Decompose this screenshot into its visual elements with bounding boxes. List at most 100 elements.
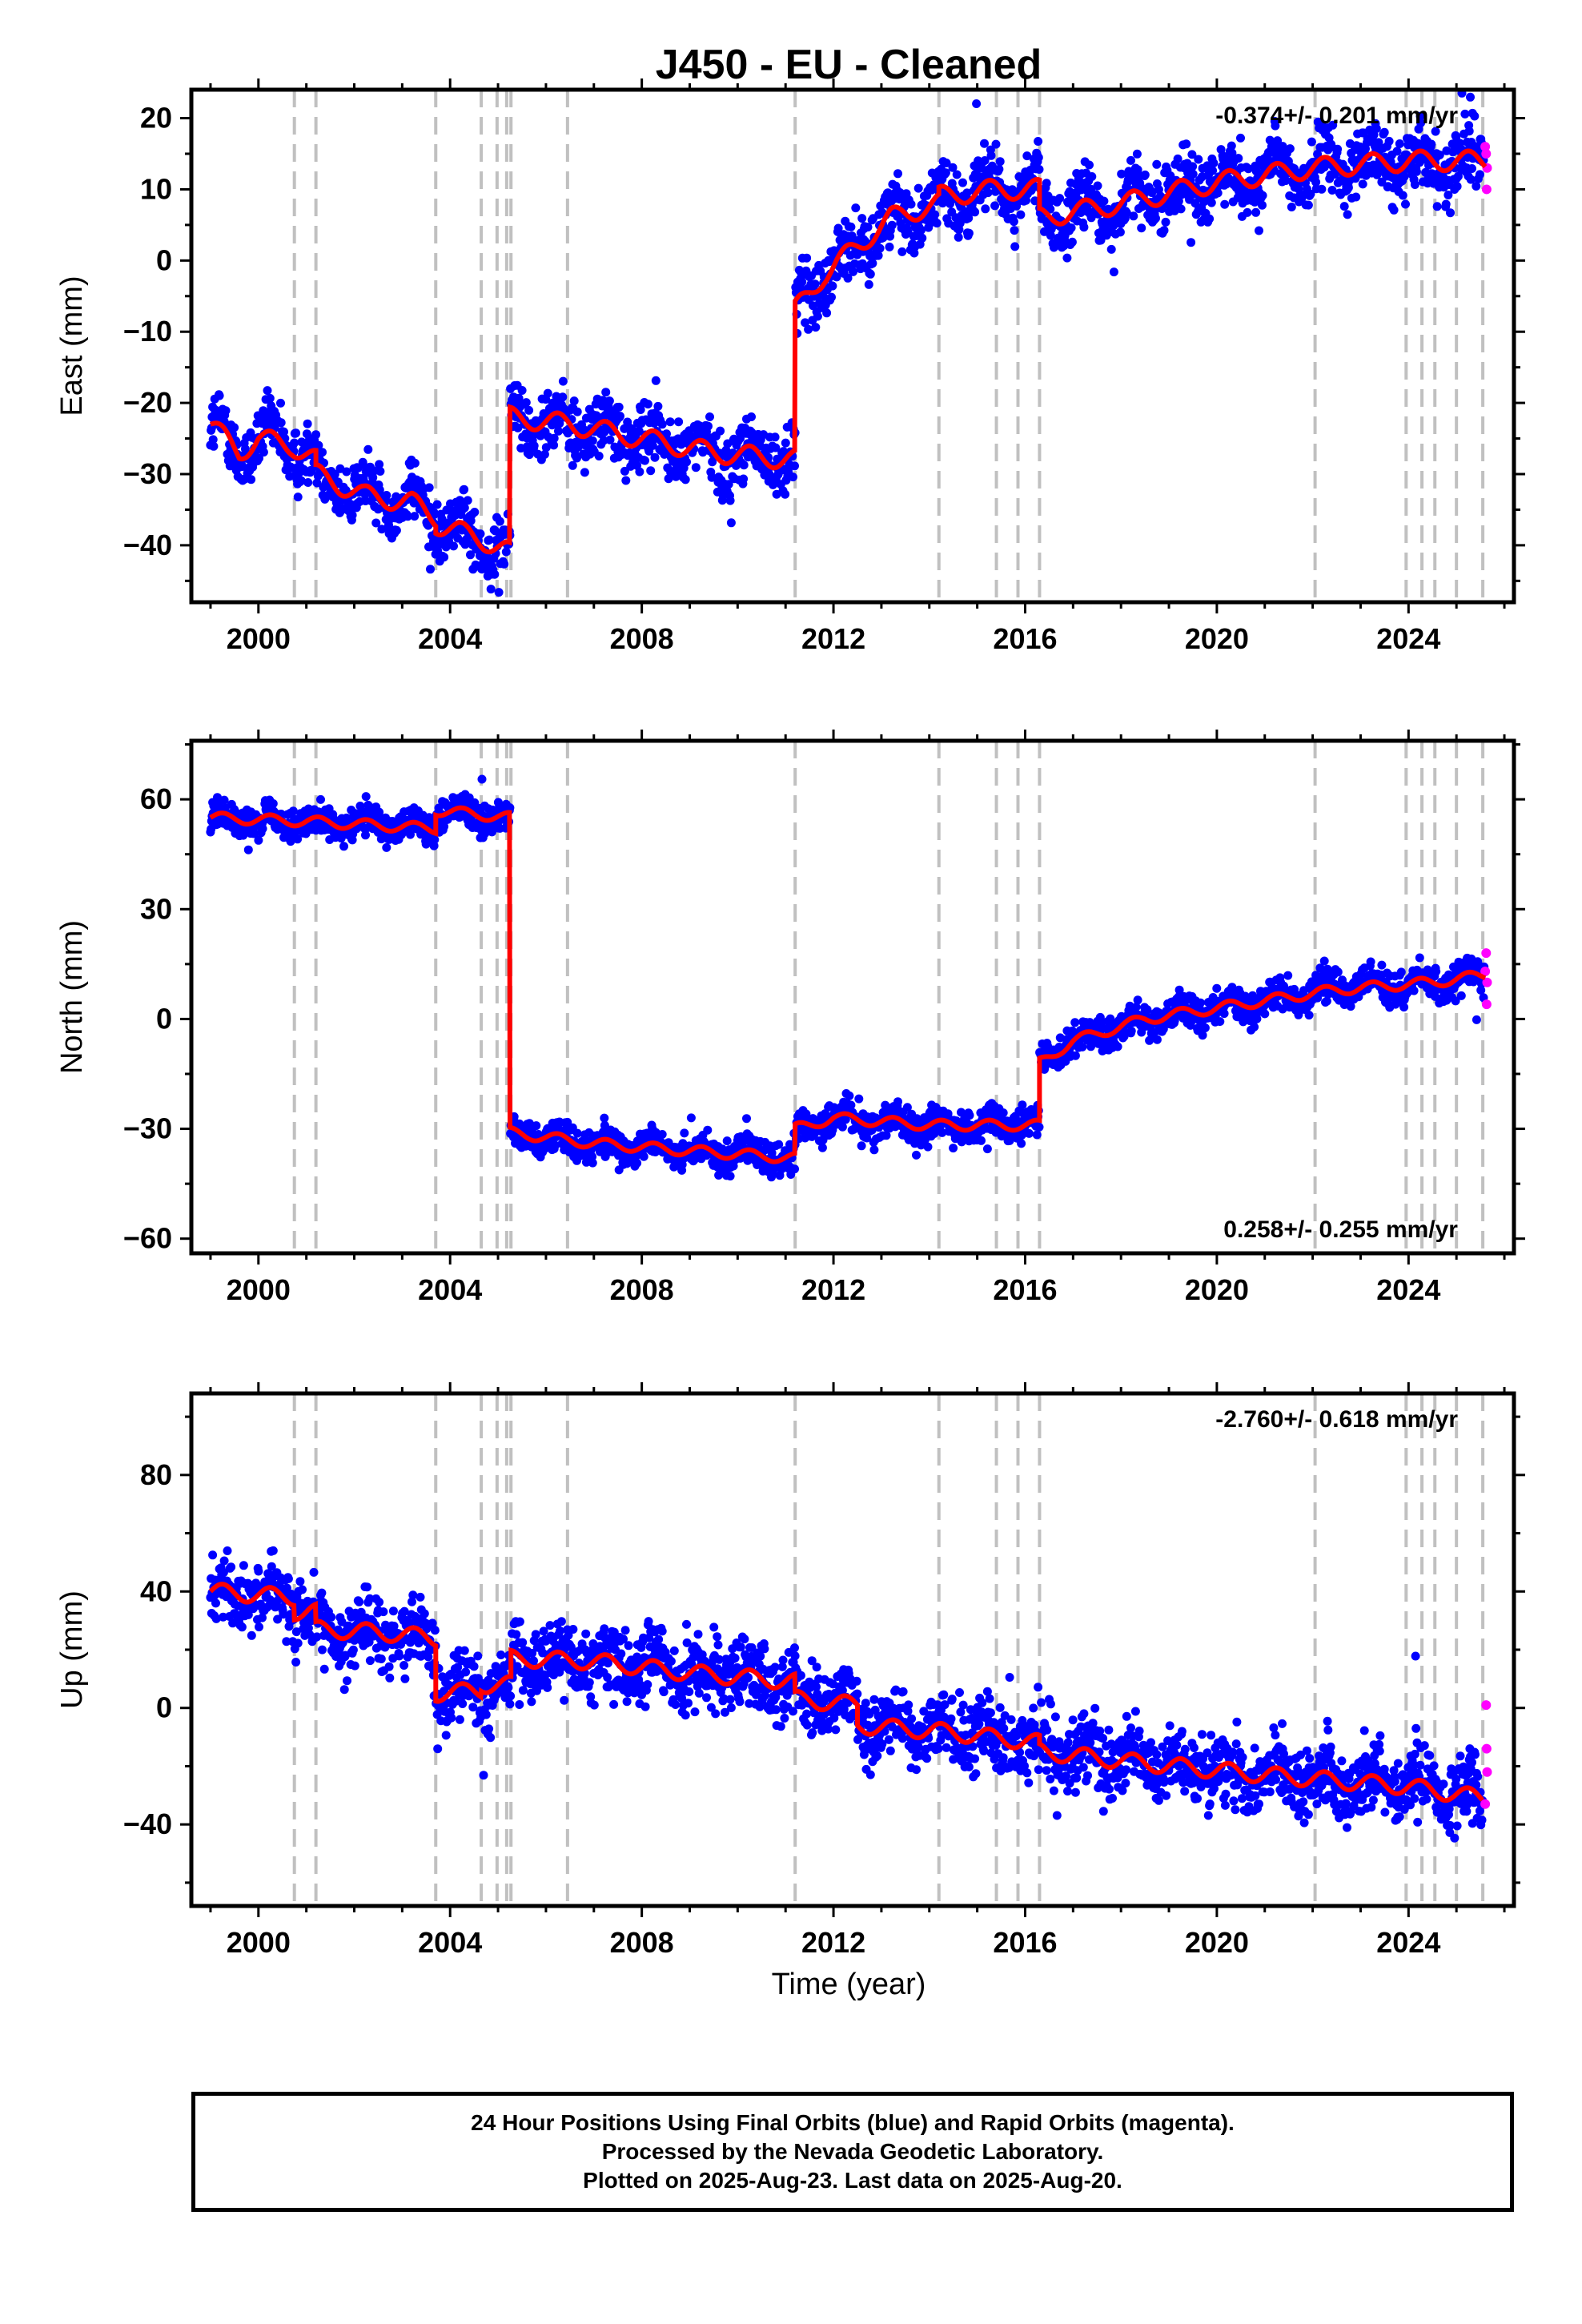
- data-point: [1427, 139, 1436, 149]
- data-point: [682, 457, 691, 467]
- data-point: [1339, 202, 1349, 211]
- chart-title: J450 - EU - Cleaned: [656, 42, 1042, 88]
- data-point: [804, 324, 813, 334]
- data-point: [680, 1128, 689, 1138]
- data-point: [846, 1100, 856, 1110]
- data-point: [491, 526, 500, 536]
- data-point: [1209, 159, 1219, 168]
- x-axis-label: Time (year): [772, 1968, 926, 2001]
- data-point: [1009, 217, 1018, 227]
- data-point: [1258, 200, 1267, 210]
- data-point: [406, 830, 415, 839]
- data-point: [1188, 162, 1198, 171]
- data-point: [1010, 226, 1019, 235]
- data-point: [486, 585, 496, 594]
- data-point: [243, 845, 253, 854]
- data-point: [843, 273, 853, 283]
- data-point: [986, 151, 996, 160]
- data-point: [604, 396, 614, 406]
- data-point: [1252, 1014, 1262, 1023]
- data-point: [781, 489, 790, 499]
- data-point: [1113, 1042, 1122, 1051]
- y-tick-label: −20: [123, 386, 172, 419]
- data-point: [616, 412, 624, 421]
- data-point: [1024, 1128, 1034, 1138]
- data-point: [1022, 151, 1032, 161]
- data-point: [1132, 149, 1142, 159]
- rapid-orbit-point: [1481, 948, 1492, 959]
- data-point: [330, 469, 339, 479]
- data-point: [957, 1108, 966, 1117]
- data-point: [774, 1140, 784, 1149]
- data-point: [897, 247, 907, 256]
- data-point: [382, 842, 391, 852]
- data-point: [980, 156, 990, 165]
- data-point: [1017, 1139, 1026, 1148]
- data-point: [230, 423, 239, 432]
- data-point: [970, 207, 980, 217]
- data-point: [572, 1128, 582, 1138]
- data-point: [995, 157, 1005, 167]
- data-point: [881, 1131, 891, 1140]
- data-point: [1303, 200, 1313, 210]
- data-point: [650, 452, 660, 462]
- data-point: [865, 269, 875, 279]
- data-point: [1055, 194, 1065, 203]
- data-point: [580, 468, 589, 477]
- data-point: [801, 318, 810, 328]
- data-point: [802, 253, 812, 263]
- y-tick-label: 0: [156, 243, 172, 276]
- data-point: [938, 1128, 947, 1137]
- data-point: [722, 1136, 732, 1146]
- data-point: [811, 323, 821, 332]
- data-point: [862, 1133, 872, 1143]
- data-point: [484, 535, 494, 545]
- data-point: [480, 828, 490, 838]
- rapid-orbit-point: [1480, 142, 1491, 152]
- data-point: [1278, 142, 1287, 151]
- data-point: [342, 467, 351, 476]
- data-point: [555, 419, 564, 428]
- data-point: [1250, 1022, 1259, 1031]
- data-point: [1435, 151, 1444, 159]
- data-point: [789, 472, 797, 482]
- data-point: [1174, 985, 1184, 995]
- data-point: [1411, 167, 1421, 176]
- data-point: [1034, 1122, 1044, 1132]
- data-point: [524, 405, 534, 415]
- data-point: [505, 803, 515, 813]
- data-point: [250, 829, 259, 838]
- data-point: [932, 219, 942, 228]
- data-point: [770, 432, 780, 442]
- data-point: [495, 517, 504, 526]
- data-point: [1464, 127, 1474, 136]
- data-point: [410, 512, 420, 521]
- data-point: [368, 472, 378, 482]
- data-point: [237, 461, 247, 470]
- data-point: [948, 163, 958, 172]
- data-point: [1410, 180, 1419, 189]
- data-point: [1151, 214, 1160, 223]
- data-point: [1186, 238, 1196, 247]
- data-point: [265, 393, 275, 403]
- data-point: [962, 188, 972, 198]
- data-point: [1399, 1003, 1409, 1012]
- data-point: [1285, 144, 1295, 154]
- data-point: [476, 529, 485, 539]
- data-point: [1085, 160, 1094, 170]
- final-orbit-points: [206, 774, 1489, 1182]
- rapid-orbit-point: [1481, 184, 1492, 195]
- y-tick-label: −10: [123, 315, 172, 348]
- data-point: [982, 1144, 992, 1154]
- data-point: [1470, 111, 1480, 121]
- data-point: [716, 426, 725, 436]
- data-point: [1042, 179, 1051, 188]
- data-point: [632, 1158, 642, 1168]
- data-point: [646, 466, 656, 476]
- data-point: [594, 452, 604, 460]
- data-point: [293, 834, 303, 844]
- data-point: [1079, 223, 1089, 232]
- data-point: [1070, 1018, 1080, 1027]
- data-point: [1409, 986, 1419, 995]
- data-point: [983, 188, 993, 198]
